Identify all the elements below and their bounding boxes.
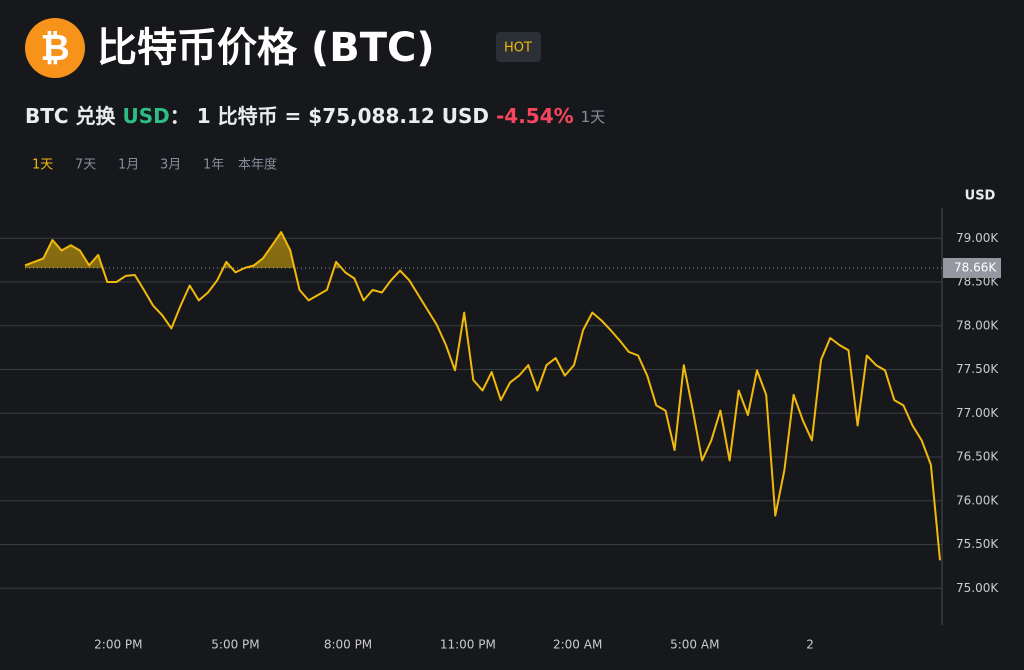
pair-quote: USD (123, 104, 170, 128)
pair-prefix: BTC 兑换 (25, 104, 117, 128)
x-tick-label: 8:00 PM (324, 638, 372, 652)
price-change: -4.54% (496, 104, 574, 128)
x-tick-label: 2 (806, 638, 814, 652)
logo-symbol: ₿ (40, 28, 69, 69)
y-tick-label: 79.00K (956, 231, 999, 245)
range-tab[interactable]: 7天 (75, 158, 96, 173)
y-tick-label: 76.00K (956, 493, 999, 507)
y-tick-label: 77.00K (956, 406, 999, 420)
hot-badge (496, 32, 541, 62)
range-tab[interactable]: 1天 (32, 158, 53, 173)
plot: 75.00K 75.50K 76.00K 76.50K 77.00K 77.50K 78.0… (0, 231, 1001, 652)
range-tabs: 1天 7天 1月 3月 1年 本年度 (32, 157, 277, 173)
price-line: BTC 兑换 USD： 1 比特币 = $75,088.12 USD -4.54… (25, 104, 605, 128)
price: 1 比特币 = $75,088.12 USD (197, 104, 489, 128)
pair-sep: ： (170, 104, 190, 128)
y-tick-label: 75.00K (956, 581, 999, 595)
x-tick-label: 2:00 AM (553, 638, 602, 652)
y-tick-label: 75.50K (956, 537, 999, 551)
range-tab[interactable]: 本年度 (238, 157, 277, 173)
y-tick-label: 76.50K (956, 450, 999, 464)
page-title: 比特币价格 (BTC) (97, 25, 435, 71)
hot-badge-text: HOT (504, 41, 532, 56)
range-tab[interactable]: 1年 (203, 158, 224, 173)
change-period: 1天 (581, 108, 606, 126)
range-tab[interactable]: 3月 (160, 158, 181, 173)
x-tick-label: 2:00 PM (94, 638, 142, 652)
x-tick-label: 5:00 AM (670, 638, 719, 652)
y-tick-label: 77.50K (956, 362, 999, 376)
x-tick-label: 5:00 PM (211, 638, 259, 652)
y-unit: USD (965, 189, 996, 204)
y-tick-label: 78.00K (956, 318, 999, 332)
price-line (24, 231, 941, 561)
x-tick-label: 11:00 PM (440, 638, 496, 652)
baseline-label: 78.66K (954, 261, 997, 275)
baseline-tag (943, 258, 1001, 278)
range-tab[interactable]: 1月 (118, 158, 139, 173)
logo (25, 18, 85, 78)
